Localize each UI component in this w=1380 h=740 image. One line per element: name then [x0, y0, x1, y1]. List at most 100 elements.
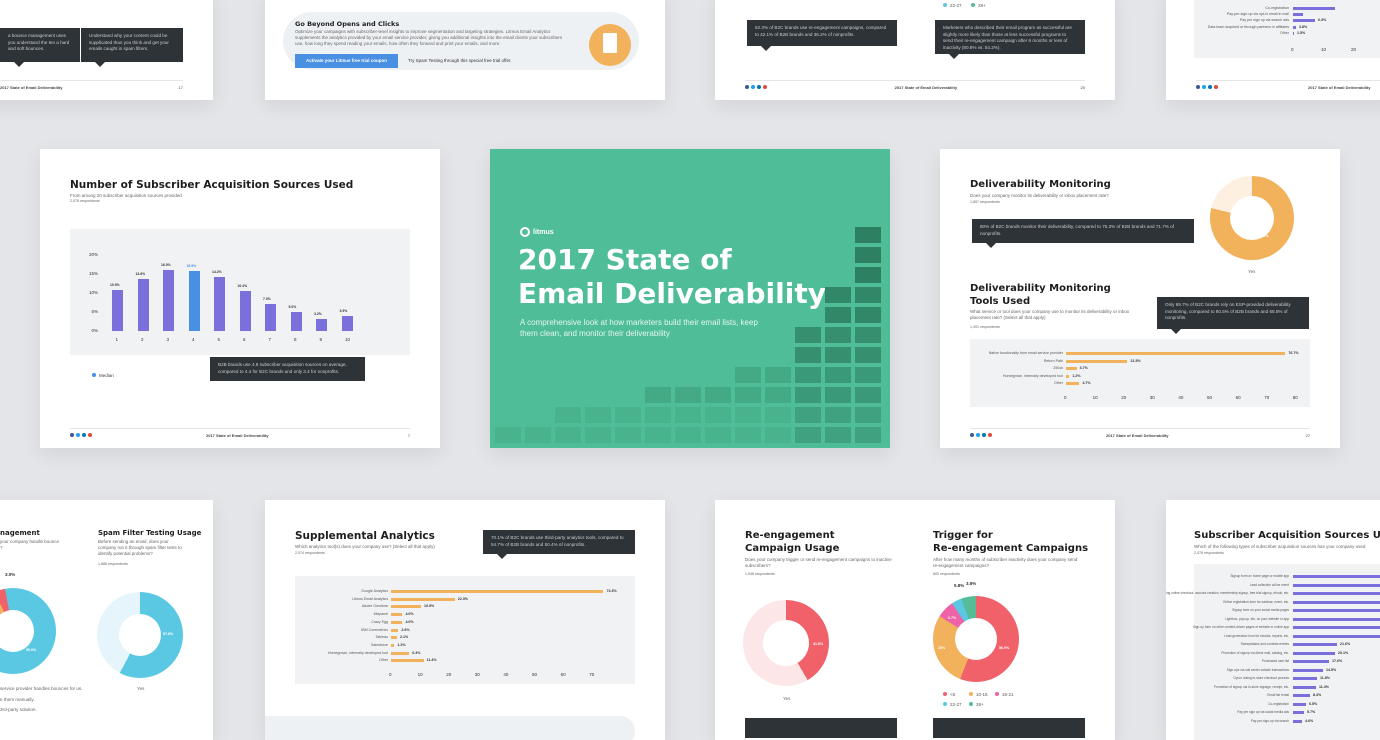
x-tick-label: 5 [217, 337, 221, 342]
legend-median: Median [92, 373, 114, 378]
bounce-title-cropped: nagement [0, 529, 40, 537]
spam-test-question: Before sending an email, does your compa… [98, 539, 182, 556]
analytics-bar [391, 620, 403, 624]
next-section-pill [265, 716, 635, 740]
grid-square [555, 427, 581, 443]
page-card-7[interactable]: Number of Subscriber Acquisition Sources… [40, 149, 440, 448]
tool-bar [1066, 367, 1077, 370]
source-bar [1293, 25, 1296, 29]
x-tick-label: 2 [141, 337, 144, 342]
analytics-label: Tableau [375, 635, 388, 640]
source-bar [1293, 19, 1315, 23]
bar [316, 318, 327, 331]
bounce-legend-1: service provider handles bounces for us. [0, 686, 83, 691]
tools-title: Deliverability Monitoring Tools Used [970, 283, 1111, 307]
x-tick-label: 0 [389, 672, 392, 677]
monitoring-note: 1,897 respondents [970, 200, 1000, 204]
source-bar [1293, 31, 1294, 35]
tool-value: 3.7% [1079, 366, 1088, 370]
source-label: Pay-per-sign-up via search [1250, 718, 1289, 723]
reengagement-usage-question: Does your company trigger or send re-eng… [745, 557, 892, 568]
bar [290, 312, 302, 331]
chart-title: Number of Subscriber Acquisition Sources… [70, 179, 354, 191]
page-card-sources-top[interactable]: Co-registration Pay-per-sign-up via opt-i… [1166, 0, 1380, 100]
monitoring-donut-label: Yes [1248, 269, 1256, 274]
bar-value-label: 16.0% [161, 263, 171, 268]
grid-square [705, 407, 731, 423]
source-label: Co-registration [1268, 701, 1289, 706]
source-value: 4.6% [1305, 718, 1314, 723]
legend-item: 10-15 [969, 692, 988, 697]
tool-bar [1066, 374, 1070, 378]
tool-value: 76.7% [1288, 351, 1299, 355]
spam-trial-link[interactable]: Try Spam Testing through this special fr… [408, 58, 512, 63]
sources-note: 2,078 respondents [1194, 551, 1224, 555]
grid-square [855, 327, 881, 343]
source-label: Pay per sign up via social media ads [1237, 710, 1289, 714]
grid-square [705, 387, 731, 403]
bar-value-label: 3.9% [339, 309, 348, 314]
cta-button[interactable]: Activate your Litmus free trial coupon [295, 54, 398, 68]
promo-heading: Go Beyond Opens and Clicks [295, 20, 400, 28]
grid-square [765, 407, 791, 423]
analytics-label: Salesforce [371, 642, 388, 647]
x-tick-label: 50 [532, 672, 538, 677]
grid-square [825, 307, 851, 323]
cover-page[interactable]: litmus 2017 State of Email Deliverabilit… [490, 149, 890, 448]
x-tick-label: 8 [294, 337, 297, 342]
tool-label: Return Path [1043, 358, 1063, 363]
source-value: 14.5% [1326, 667, 1337, 672]
grid-square [855, 347, 881, 363]
source-bar [1293, 685, 1316, 689]
grid-square [795, 347, 821, 363]
grid-square [675, 407, 701, 423]
x-tick-label: 70 [589, 672, 595, 677]
bounce-val: 3.0% [5, 572, 16, 577]
analytics-label: Homegrown, internally developed tool [327, 650, 388, 655]
page-card-27[interactable]: Deliverability Monitoring Does your comp… [940, 149, 1340, 448]
supplemental-tip: 70.1% of B2C brands use third-party anal… [483, 530, 635, 559]
bounce-question-cropped: your company handle bounce ? [0, 539, 60, 550]
page-card-sources-bottom[interactable]: Subscriber Acquisition Sources Used Whic… [1166, 500, 1380, 740]
tools-question: What service or tool does your company u… [970, 309, 1130, 320]
respondents-note: 2,078 respondents [70, 199, 100, 203]
bar [214, 277, 225, 331]
grid-square [765, 367, 791, 383]
page-card-reengagement[interactable]: Re-engagement Campaign Usage Does your co… [715, 500, 1115, 740]
bar-value-label: 14.2% [212, 270, 222, 275]
reengagement-usage-label: Yes [783, 696, 791, 701]
bounce-legend-3: 3rd-party solution. [0, 707, 37, 712]
tool-bar [1066, 382, 1080, 385]
legend-label: 28+ [976, 702, 984, 707]
email-analytics-icon [589, 24, 631, 66]
analytics-bar [391, 590, 604, 593]
source-value: 3.8% [1299, 24, 1308, 29]
footer: 2017 State of Email Deliverability 27 [970, 428, 1310, 438]
tool-value: 1.2% [1072, 373, 1081, 378]
analytics-bar [391, 628, 399, 632]
x-tick-label: 10 [1321, 47, 1327, 52]
source-value: 11.4% [1319, 684, 1329, 689]
source-bar [1293, 694, 1310, 697]
analytics-value: 2.1% [400, 635, 409, 640]
source-label: Pay per sign up via search ads [1239, 18, 1289, 23]
page-card-bounce-spam[interactable]: nagement your company handle bounce ? 3.… [0, 500, 213, 740]
supplemental-question: Which analytics tool(s) does your compan… [295, 544, 435, 549]
analytics-label: Mixpanel [373, 612, 388, 617]
grid-square [675, 387, 701, 403]
page-card-supplemental[interactable]: Supplemental Analytics Which analytics t… [265, 500, 665, 740]
monitoring-question: Does your company monitor its deliverabi… [970, 193, 1109, 198]
legend-dot [995, 692, 999, 696]
page-card-17[interactable]: a bounce management uses you understand … [0, 0, 213, 100]
legend-dot [943, 692, 947, 696]
page-card-20[interactable]: 52.3% of B2C brands use re-engagement ca… [715, 0, 1115, 100]
source-label: Other [1280, 30, 1289, 35]
source-label: Data team acquired or through partners o… [1207, 24, 1289, 29]
analytics-value: 6.4% [412, 650, 421, 655]
grid-square [675, 427, 701, 443]
source-bar [1293, 600, 1380, 604]
analytics-bar [391, 597, 455, 601]
x-tick-label: 50 [1207, 395, 1213, 400]
x-tick-label: 10 [345, 337, 351, 342]
page-card-analytics-promo[interactable]: Go Beyond Opens and Clicks Optimize your… [265, 0, 665, 100]
